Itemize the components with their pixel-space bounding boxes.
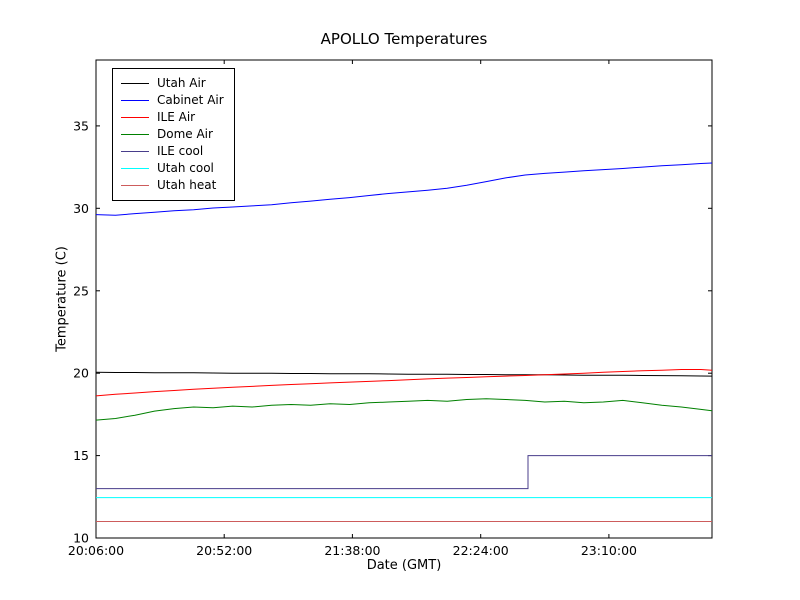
legend-line-swatch (121, 83, 149, 84)
y-tick-label: 25 (73, 283, 89, 298)
legend-line-swatch (121, 168, 149, 169)
legend-label: Utah heat (157, 178, 217, 192)
series-cabinet-air (96, 162, 712, 216)
legend-label: ILE cool (157, 144, 204, 158)
legend-item-cabinet-air: Cabinet Air (121, 92, 224, 109)
x-tick-label: 20:52:00 (196, 543, 252, 558)
legend-label: Cabinet Air (157, 93, 224, 107)
legend-label: Utah Air (157, 76, 206, 90)
y-tick-label: 35 (73, 118, 89, 133)
legend-item-utah-heat: Utah heat (121, 177, 224, 194)
y-tick-label: 15 (73, 448, 89, 463)
y-tick-label: 10 (73, 531, 89, 546)
x-tick-label: 20:06:00 (68, 543, 124, 558)
x-tick-label: 21:38:00 (324, 543, 380, 558)
y-axis-label: Temperature (C) (54, 246, 70, 352)
series-utah-air (96, 371, 712, 377)
legend: Utah Air Cabinet Air ILE Air Dome Air ILE co… (112, 68, 235, 201)
legend-line-swatch (121, 151, 149, 152)
chart-title: APOLLO Temperatures (320, 30, 488, 48)
legend-line-swatch (121, 185, 149, 186)
series-ile-air (96, 369, 712, 397)
legend-item-utah-cool: Utah cool (121, 160, 224, 177)
legend-item-ile-cool: ILE cool (121, 143, 224, 160)
legend-label: Dome Air (157, 127, 213, 141)
legend-line-swatch (121, 117, 149, 118)
x-tick-label: 23:10:00 (581, 543, 637, 558)
x-axis-label: Date (GMT) (366, 558, 442, 573)
y-tick-label: 20 (73, 366, 89, 381)
legend-label: ILE Air (157, 110, 196, 124)
series-dome-air (96, 398, 712, 421)
legend-line-swatch (121, 100, 149, 101)
legend-item-ile-air: ILE Air (121, 109, 224, 126)
legend-item-utah-air: Utah Air (121, 75, 224, 92)
legend-label: Utah cool (157, 161, 214, 175)
y-tick-label: 30 (73, 201, 89, 216)
series-ile-cool (96, 455, 712, 490)
x-tick-label: 22:24:00 (453, 543, 509, 558)
legend-line-swatch (121, 134, 149, 135)
legend-item-dome-air: Dome Air (121, 126, 224, 143)
